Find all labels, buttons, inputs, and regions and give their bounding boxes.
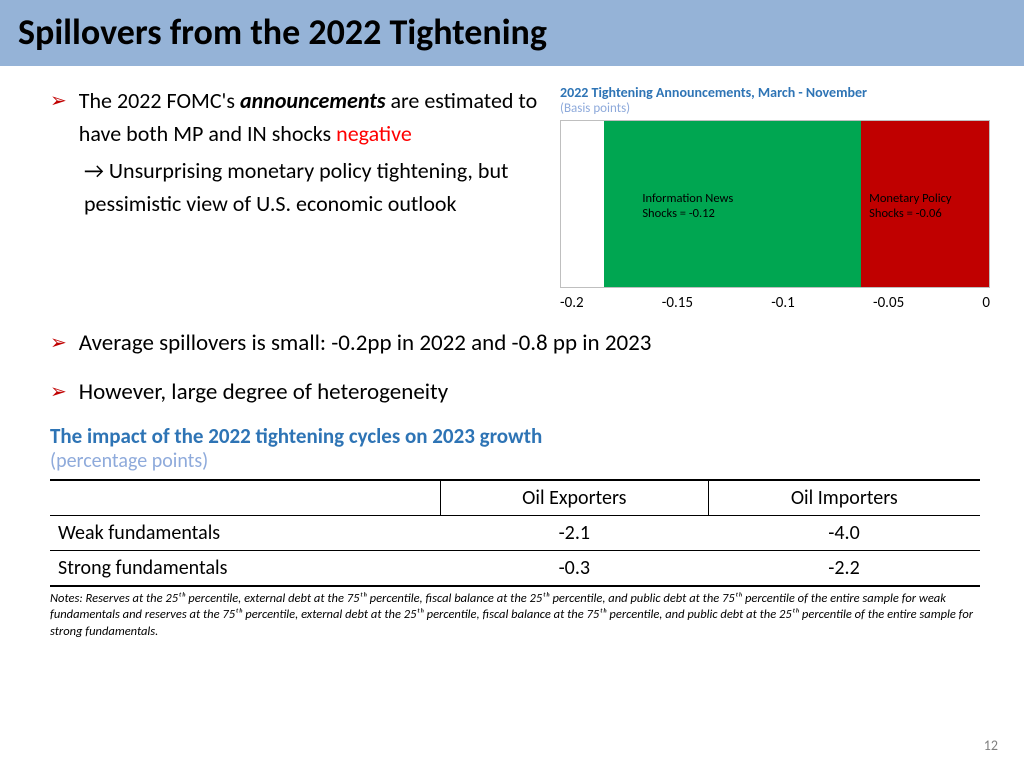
table-cell: -2.2 bbox=[708, 551, 980, 587]
bar-mp-label: Monetary PolicyShocks = -0.06 bbox=[869, 191, 951, 222]
table-row: Strong fundamentals-0.3-2.2 bbox=[50, 551, 980, 587]
table-row: Weak fundamentals-2.1-4.0 bbox=[50, 516, 980, 551]
table-col-header: Oil Exporters bbox=[441, 480, 708, 516]
x-tick: -0.1 bbox=[771, 294, 795, 312]
chart-plot: Information News Shocks = -0.12 Monetary… bbox=[560, 120, 990, 288]
top-row: ➢ The 2022 FOMC's announcements are esti… bbox=[50, 84, 990, 312]
table-subtitle: (percentage points) bbox=[50, 449, 990, 473]
bullet-2: ➢ Average spillovers is small: -0.2pp in… bbox=[50, 326, 990, 361]
page-number: 12 bbox=[984, 737, 998, 754]
x-tick: -0.05 bbox=[873, 294, 904, 312]
table-col-header bbox=[50, 480, 441, 516]
bullet-1: ➢ The 2022 FOMC's announcements are esti… bbox=[50, 84, 540, 150]
bar-in-label: Information News Shocks = -0.12 bbox=[642, 191, 733, 222]
bullet-1-red: negative bbox=[336, 120, 412, 147]
bullet-marker-icon: ➢ bbox=[50, 377, 67, 410]
table-col-header: Oil Importers bbox=[708, 480, 980, 516]
chart-title: 2022 Tightening Announcements, March - N… bbox=[560, 84, 990, 101]
table-notes: Notes: Reserves at the 25ᵗʰ percentile, … bbox=[50, 591, 980, 640]
table-cell: Weak fundamentals bbox=[50, 516, 441, 551]
notes-text: Reserves at the 25ᵗʰ percentile, externa… bbox=[50, 591, 973, 639]
content-area: ➢ The 2022 FOMC's announcements are esti… bbox=[0, 66, 1024, 640]
table-body: Weak fundamentals-2.1-4.0Strong fundamen… bbox=[50, 516, 980, 587]
bullet-marker-icon: ➢ bbox=[50, 328, 67, 361]
bullets-left: ➢ The 2022 FOMC's announcements are esti… bbox=[50, 84, 540, 312]
table-cell: Strong fundamentals bbox=[50, 551, 441, 587]
table-header-row: Oil ExportersOil Importers bbox=[50, 480, 980, 516]
x-tick: -0.15 bbox=[662, 294, 693, 312]
bullet-1-text: The 2022 FOMC's announcements are estima… bbox=[79, 84, 540, 150]
table-cell: -2.1 bbox=[441, 516, 708, 551]
bullet-1-pre: The 2022 FOMC's bbox=[79, 87, 240, 114]
bullet-3: ➢ However, large degree of heterogeneity bbox=[50, 375, 990, 410]
x-tick: 0 bbox=[982, 294, 990, 312]
table-title: The impact of the 2022 tightening cycles… bbox=[50, 423, 990, 449]
table-cell: -4.0 bbox=[708, 516, 980, 551]
slide-title: Spillovers from the 2022 Tightening bbox=[18, 10, 1006, 54]
notes-label: Notes: bbox=[50, 591, 83, 606]
x-tick: -0.2 bbox=[560, 294, 584, 312]
title-bar: Spillovers from the 2022 Tightening bbox=[0, 0, 1024, 66]
bullet-marker-icon: ➢ bbox=[50, 86, 67, 150]
chart-x-axis: -0.2 -0.15 -0.1 -0.05 0 bbox=[560, 294, 990, 312]
table-cell: -0.3 bbox=[441, 551, 708, 587]
bullet-3-text: However, large degree of heterogeneity bbox=[79, 375, 990, 410]
bullet-2-text: Average spillovers is small: -0.2pp in 2… bbox=[79, 326, 990, 361]
mid-bullets: ➢ Average spillovers is small: -0.2pp in… bbox=[50, 326, 990, 409]
chart-subtitle: (Basis points) bbox=[560, 101, 990, 116]
impact-table: Oil ExportersOil Importers Weak fundamen… bbox=[50, 479, 980, 587]
bullet-1-bold: announcements bbox=[240, 87, 386, 114]
chart-area: 2022 Tightening Announcements, March - N… bbox=[560, 84, 990, 312]
bullet-1-sub: → Unsurprising monetary policy tightenin… bbox=[50, 154, 540, 220]
